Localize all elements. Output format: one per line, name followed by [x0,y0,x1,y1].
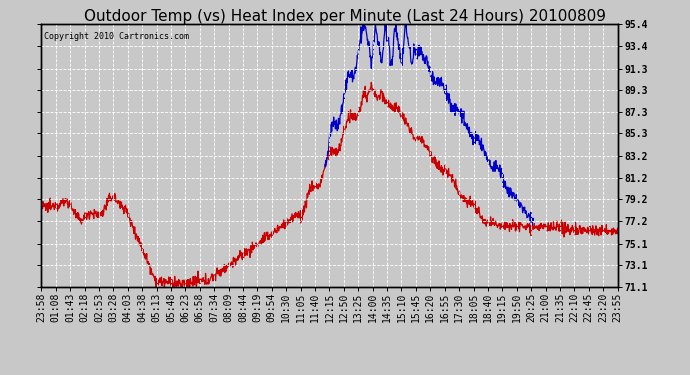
Text: Outdoor Temp (vs) Heat Index per Minute (Last 24 Hours) 20100809: Outdoor Temp (vs) Heat Index per Minute … [84,9,606,24]
Text: Copyright 2010 Cartronics.com: Copyright 2010 Cartronics.com [44,32,189,41]
